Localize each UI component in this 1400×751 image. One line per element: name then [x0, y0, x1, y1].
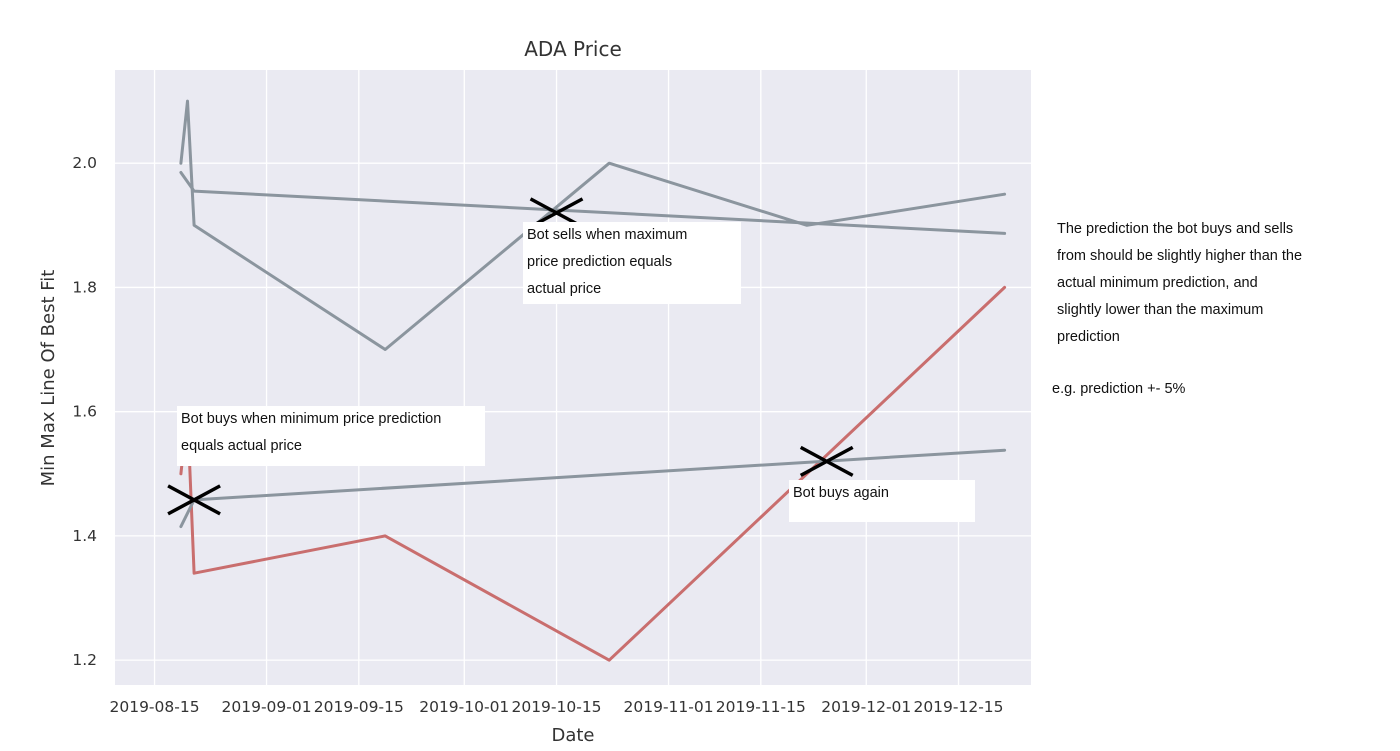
annotation-buy: Bot buys when minimum price prediction e…	[177, 406, 485, 466]
cross-marker	[167, 484, 221, 516]
annotation-sell: Bot sells when maximum price prediction …	[523, 222, 741, 304]
y-axis-label: Min Max Line Of Best Fit	[38, 270, 59, 487]
series-line-2	[179, 171, 1007, 235]
cross-stroke	[799, 445, 854, 477]
y-tick-label: 1.8	[72, 278, 97, 296]
y-tick-label: 2.0	[72, 154, 97, 172]
x-tick-label: 2019-11-01	[624, 698, 714, 716]
x-axis-label: Date	[551, 725, 594, 746]
side-example: e.g. prediction +- 5%	[1052, 381, 1186, 397]
annotation-buy-again: Bot buys again	[789, 480, 975, 522]
plot-area	[115, 70, 1031, 685]
x-tick-label: 2019-12-15	[913, 698, 1003, 716]
x-gridlines	[153, 70, 960, 685]
cross-stroke	[167, 484, 221, 516]
x-tick-label: 2019-10-01	[419, 698, 509, 716]
chart-title: ADA Price	[524, 37, 622, 61]
x-tick-labels: 2019-08-15 2019-09-01 2019-09-15 2019-10-01…	[109, 698, 1003, 716]
x-tick-label: 2019-11-15	[716, 698, 806, 716]
y-tick-labels: 1.2 1.4 1.6 1.8 2.0	[72, 154, 97, 669]
y-tick-label: 1.4	[72, 527, 97, 545]
cross-marker	[799, 445, 854, 477]
x-tick-label: 2019-10-15	[511, 698, 601, 716]
x-tick-label: 2019-09-01	[222, 698, 312, 716]
y-tick-label: 1.2	[72, 651, 97, 669]
y-tick-label: 1.6	[72, 403, 97, 421]
x-tick-label: 2019-09-15	[314, 698, 404, 716]
side-note: The prediction the bot buys and sells fr…	[1057, 221, 1303, 345]
x-tick-label: 2019-12-01	[821, 698, 911, 716]
x-tick-label: 2019-08-15	[109, 698, 199, 716]
series-line-1	[179, 99, 1007, 351]
